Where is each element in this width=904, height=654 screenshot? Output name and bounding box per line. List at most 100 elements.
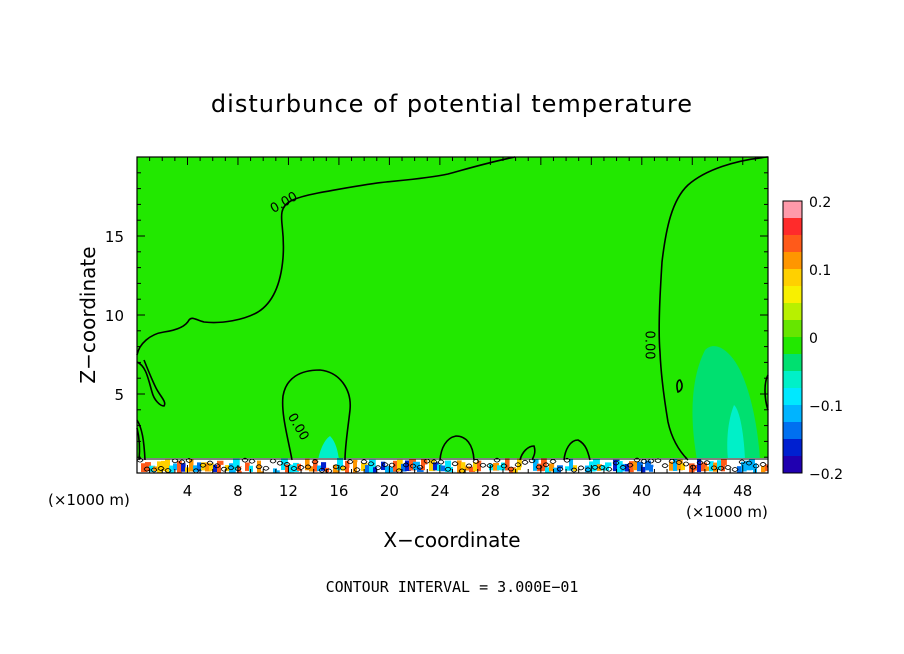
surface-cell	[517, 458, 522, 471]
surface-cell	[273, 468, 280, 473]
colorbar-swatch	[783, 422, 802, 440]
surface-cell	[705, 466, 712, 471]
surface-contour	[675, 460, 683, 465]
surface-contour	[206, 460, 214, 466]
surface-cell	[261, 458, 268, 472]
surface-contour	[304, 464, 312, 470]
surface-contour	[353, 467, 361, 473]
surface-contour	[297, 465, 305, 470]
surface-cell	[637, 461, 643, 472]
x-unit-label-left: (×1000 m)	[48, 491, 130, 509]
surface-contour	[542, 462, 550, 468]
surface-cell	[393, 460, 400, 472]
colorbar-swatch	[783, 371, 802, 389]
contour-line-zero-right	[658, 156, 769, 461]
surface-contour	[402, 462, 410, 468]
x-tick-label: 16	[329, 482, 348, 500]
surface-cell	[701, 462, 708, 472]
x-tick-label: 44	[683, 482, 702, 500]
surface-cell	[653, 467, 659, 472]
colorbar-tick-label: −0.2	[809, 467, 843, 483]
surface-contour	[150, 467, 158, 473]
surface-contour	[465, 463, 473, 469]
surface-contour	[199, 462, 207, 468]
surface-cell	[709, 461, 714, 472]
surface-cell	[141, 463, 148, 473]
surface-cell	[369, 459, 376, 473]
surface-cell	[673, 459, 678, 471]
contour-line-zero-small-1	[676, 379, 683, 394]
surface-cell	[345, 460, 350, 473]
surface-cell	[325, 467, 331, 473]
colorbar-tick-label: 0.1	[809, 263, 831, 279]
surface-contour	[689, 464, 697, 470]
surface-cell	[713, 462, 718, 472]
surface-contour	[409, 463, 417, 469]
surface-cell	[565, 466, 570, 471]
surface-cell	[269, 459, 276, 471]
colorbar-swatch	[783, 320, 802, 338]
colorbar-swatch	[783, 218, 802, 236]
negative-region-right	[692, 346, 760, 460]
colorbar-swatches	[783, 201, 802, 474]
surface-contour	[731, 467, 739, 472]
surface-contour	[696, 460, 704, 466]
surface-contour	[451, 461, 459, 467]
colorbar-swatch	[783, 252, 802, 270]
surface-contour	[220, 466, 228, 472]
colorbar-swatch	[783, 303, 802, 321]
surface-cell	[609, 466, 614, 473]
surface-cell	[365, 465, 370, 473]
surface-contour	[549, 459, 557, 464]
surface-cell	[749, 458, 755, 471]
surface-cell	[161, 460, 167, 472]
surface-cell	[761, 466, 766, 473]
surface-cell	[633, 461, 639, 471]
colorbar-swatch	[783, 269, 802, 287]
surface-cell	[373, 467, 379, 473]
surface-cell	[397, 459, 403, 472]
surface-contour	[479, 462, 487, 468]
surface-cell	[233, 458, 240, 471]
surface-cell	[229, 463, 236, 473]
surface-cell	[697, 459, 702, 473]
surface-cell	[525, 464, 530, 472]
colorbar-swatch	[783, 337, 802, 355]
surface-cell	[289, 464, 295, 473]
negative-core-mid	[318, 436, 339, 460]
contour-line-zero-lower-left	[136, 419, 146, 461]
surface-cell	[553, 467, 558, 473]
surface-contour	[360, 459, 368, 465]
surface-cell	[413, 461, 420, 471]
surface-cell	[501, 462, 508, 471]
surface-contour	[535, 464, 543, 470]
surface-cell	[353, 459, 358, 473]
surface-cell	[241, 467, 246, 472]
surface-cell	[669, 461, 676, 471]
surface-contour	[626, 462, 634, 468]
surface-cell	[625, 464, 630, 472]
surface-cell	[177, 460, 182, 473]
surface-cell	[577, 465, 584, 471]
surface-contour	[605, 466, 613, 472]
y-tick-label: 15	[105, 228, 124, 246]
surface-cell	[465, 466, 471, 471]
surface-contour	[759, 462, 767, 467]
surface-cell	[317, 465, 323, 472]
colorbar-tick-label: 0	[809, 331, 818, 347]
surface-layer	[137, 457, 768, 473]
surface-cell	[341, 466, 347, 471]
surface-contour	[416, 464, 424, 470]
chart-title: disturbunce of potential temperature	[211, 90, 693, 118]
surface-cell	[237, 466, 242, 473]
x-tick-label: 28	[481, 482, 500, 500]
surface-cell	[453, 466, 458, 472]
surface-cell	[245, 462, 250, 471]
surface-contour	[507, 466, 515, 472]
surface-cell	[645, 460, 651, 471]
surface-contour	[752, 463, 760, 469]
surface-cell	[613, 459, 620, 472]
colorbar-swatch	[783, 456, 802, 474]
x-tick-label: 48	[733, 482, 752, 500]
